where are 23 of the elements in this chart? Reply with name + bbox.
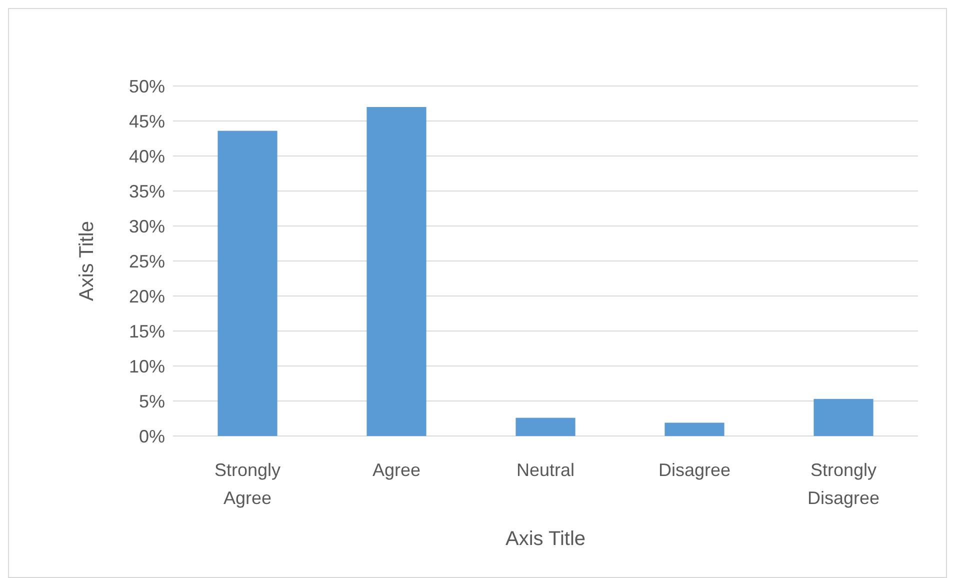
y-tick-label: 15% [128,321,165,342]
x-tick-label: Strongly Disagree [807,460,880,508]
y-tick-label: 20% [128,286,165,306]
y-tick-label: 10% [128,356,165,376]
y-tick-label: 25% [128,251,165,272]
x-axis-title: Axis Title [505,528,586,550]
bar [366,107,426,436]
bar [516,418,576,436]
bar [664,422,724,436]
y-tick-label: 45% [128,111,165,132]
x-tick-label: Disagree [658,460,731,480]
bar [814,398,874,436]
x-tick-label: Neutral [516,460,575,480]
y-tick-label: 35% [128,181,165,202]
x-tick-label: Strongly Agree [214,460,281,508]
y-tick-label: 5% [138,391,165,412]
bar [218,130,278,436]
y-tick-label: 30% [128,216,165,236]
y-tick-label: 0% [138,426,165,446]
y-tick-label: 40% [128,146,165,166]
x-tick-label: Agree [372,460,421,480]
y-axis-title: Axis Title [76,220,98,302]
y-tick-label: 50% [128,76,165,96]
